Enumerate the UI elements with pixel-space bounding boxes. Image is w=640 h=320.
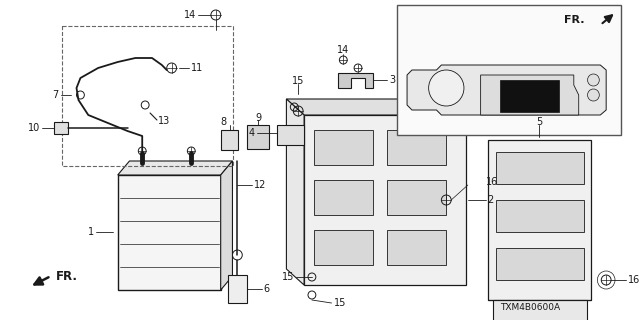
Bar: [387, 130, 446, 165]
Polygon shape: [339, 73, 372, 88]
Text: 14: 14: [337, 45, 349, 55]
Polygon shape: [287, 99, 466, 115]
Text: 10: 10: [28, 123, 40, 133]
Text: 14: 14: [184, 10, 196, 20]
Text: 12: 12: [254, 180, 266, 190]
Bar: [221, 130, 238, 150]
Text: FR.: FR.: [56, 269, 78, 283]
Bar: [500, 80, 559, 112]
Bar: [496, 248, 584, 280]
Polygon shape: [118, 161, 232, 175]
Text: 11: 11: [191, 63, 204, 73]
Text: 8: 8: [221, 117, 227, 127]
Bar: [247, 125, 269, 149]
Polygon shape: [221, 161, 232, 290]
Text: FR.: FR.: [564, 15, 584, 25]
Bar: [496, 200, 584, 232]
Bar: [488, 140, 591, 300]
Text: 9: 9: [255, 113, 261, 123]
Text: 15: 15: [333, 298, 346, 308]
Text: 6: 6: [264, 284, 270, 294]
Text: 1: 1: [88, 227, 94, 237]
Bar: [493, 300, 586, 320]
Text: 15: 15: [282, 272, 294, 282]
Text: 16: 16: [486, 177, 498, 187]
Polygon shape: [481, 75, 579, 115]
Circle shape: [588, 89, 599, 101]
Polygon shape: [407, 65, 606, 115]
Bar: [397, 5, 621, 135]
Bar: [314, 130, 372, 165]
Text: 16: 16: [628, 275, 640, 285]
Bar: [496, 152, 584, 184]
Text: 5: 5: [536, 117, 543, 127]
Text: TXM4B0600A: TXM4B0600A: [500, 303, 560, 313]
Text: 7: 7: [52, 90, 59, 100]
Circle shape: [429, 70, 464, 106]
Bar: [314, 230, 372, 265]
Text: 2: 2: [488, 195, 493, 205]
Bar: [54, 122, 68, 134]
Bar: [387, 230, 446, 265]
Bar: [314, 180, 372, 215]
Bar: [387, 180, 446, 215]
Text: 4: 4: [249, 128, 255, 138]
Text: 3: 3: [389, 75, 396, 85]
Bar: [276, 125, 304, 145]
Circle shape: [588, 74, 599, 86]
Bar: [304, 115, 466, 285]
Polygon shape: [287, 99, 304, 285]
Text: 13: 13: [158, 116, 170, 126]
Bar: [118, 175, 221, 290]
Text: 15: 15: [292, 76, 305, 86]
Bar: [228, 275, 247, 303]
Bar: [62, 26, 234, 166]
